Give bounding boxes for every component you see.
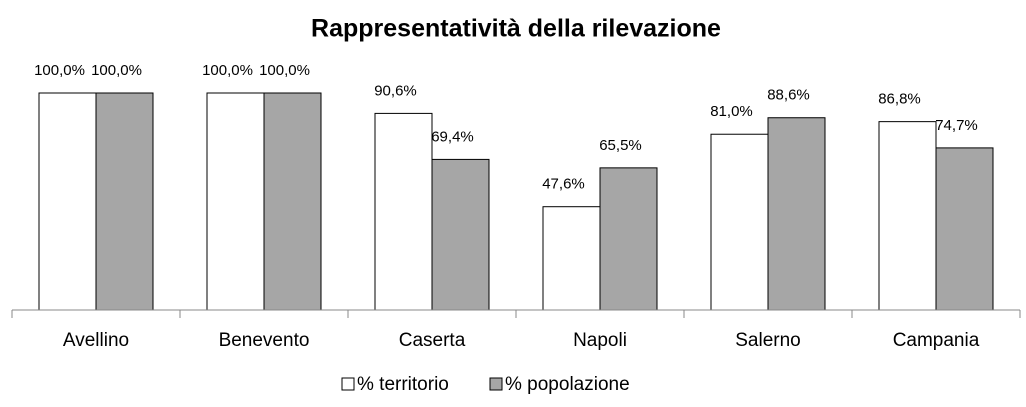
value-label: 100,0% (259, 62, 310, 79)
value-label: 47,6% (542, 176, 585, 193)
legend-label: % territorio (357, 374, 449, 395)
bar (599, 167, 658, 311)
value-label: 100,0% (91, 62, 142, 79)
legend-swatch (341, 377, 355, 391)
bar (542, 206, 601, 311)
bar (935, 147, 994, 311)
x-tick-label: Campania (893, 330, 980, 351)
chart-title: Rappresentatività della rilevazione (311, 15, 721, 43)
value-label: 74,7% (935, 117, 978, 134)
value-label: 81,0% (710, 103, 753, 120)
value-label: 100,0% (202, 62, 253, 79)
x-tick-label: Benevento (219, 330, 310, 351)
bar (374, 112, 433, 311)
legend-swatch (489, 377, 503, 391)
bar (206, 92, 265, 311)
bar (431, 158, 490, 311)
bar (878, 121, 937, 311)
x-tick-label: Salerno (735, 330, 801, 351)
value-label: 88,6% (767, 87, 810, 104)
x-tick-label: Avellino (63, 330, 129, 351)
bar (95, 92, 154, 311)
value-label: 69,4% (431, 128, 474, 145)
bar (38, 92, 97, 311)
x-tick-label: Napoli (573, 330, 627, 351)
value-label: 90,6% (374, 82, 417, 99)
bar (263, 92, 322, 311)
bar (710, 133, 769, 311)
x-tick-label: Caserta (399, 330, 466, 351)
legend-label: % popolazione (505, 374, 630, 395)
value-label: 100,0% (34, 62, 85, 79)
value-label: 86,8% (878, 91, 921, 108)
bar (767, 117, 826, 311)
value-label: 65,5% (599, 137, 642, 154)
